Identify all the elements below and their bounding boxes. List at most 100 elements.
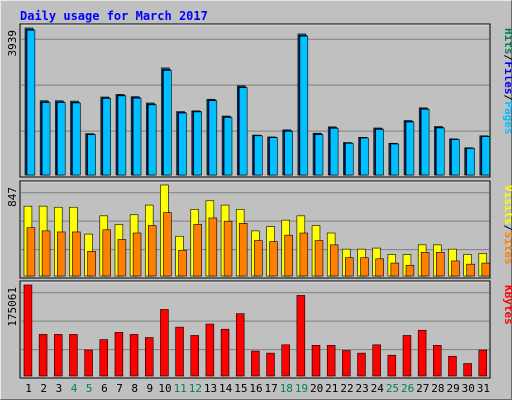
x-tick-label: 31 <box>477 382 490 395</box>
x-tick-label: 22 <box>340 382 353 395</box>
bar-sites <box>163 212 172 277</box>
bar-pages <box>147 104 157 176</box>
bar-kbytes <box>99 339 108 377</box>
bar-sites <box>269 241 278 277</box>
bar-kbytes <box>478 349 488 377</box>
bar-kbytes <box>190 335 199 377</box>
bar-kbytes <box>251 350 260 377</box>
y-max-label: 847 <box>6 187 19 207</box>
bar-kbytes <box>160 309 169 377</box>
bar-sites <box>299 232 309 277</box>
bar-sites <box>238 223 248 277</box>
x-tick-label: 21 <box>325 382 338 395</box>
bar-pages <box>481 136 491 176</box>
bar-sites <box>466 263 475 277</box>
legend-sites: Sites <box>502 232 512 265</box>
bar-kbytes <box>387 354 397 377</box>
x-tick-label: 12 <box>189 382 202 395</box>
y-max-label: 175061 <box>6 287 19 327</box>
bar-kbytes <box>296 295 306 377</box>
bar-kbytes <box>144 337 154 377</box>
x-tick-label: 18 <box>280 382 293 395</box>
bar-sites <box>87 250 96 277</box>
legend-pages: Pages <box>502 101 512 134</box>
x-tick-label: 8 <box>131 382 138 395</box>
bar-sites <box>72 231 81 277</box>
x-tick-label: 24 <box>371 382 385 395</box>
bar-sites <box>481 262 491 277</box>
bar-kbytes <box>175 326 184 377</box>
bar-kbytes <box>266 352 275 377</box>
bar-kbytes <box>205 323 215 377</box>
x-tick-label: 3 <box>56 382 63 395</box>
x-tick-label: 5 <box>86 382 93 395</box>
legend-hits: Hits <box>502 28 512 55</box>
bar-pages <box>466 148 475 176</box>
bar-kbytes <box>357 352 366 377</box>
bar-pages <box>360 137 369 176</box>
legend-separator: / <box>502 54 512 61</box>
bar-kbytes <box>372 344 381 377</box>
bar-kbytes <box>54 334 63 377</box>
bar-sites <box>405 264 415 277</box>
panel-visits-sites: 847 Visits/Sites <box>6 180 512 279</box>
x-tick-label: 30 <box>462 382 475 395</box>
bar-sites <box>360 257 369 277</box>
bar-pages <box>420 109 430 176</box>
bar-sites <box>390 262 400 277</box>
x-tick-label: 7 <box>116 382 123 395</box>
bar-sites <box>41 230 51 277</box>
x-tick-label: 26 <box>401 382 414 395</box>
bar-pages <box>208 100 218 176</box>
bar-pages <box>436 127 445 176</box>
bar-sites <box>420 252 430 277</box>
x-tick-label: 9 <box>147 382 154 395</box>
bar-pages <box>390 143 400 176</box>
bar-kbytes <box>235 313 245 377</box>
bar-sites <box>375 258 384 277</box>
bar-pages <box>329 128 339 176</box>
bar-pages <box>87 134 96 176</box>
bar-pages <box>193 111 202 176</box>
legend-visits: Visits <box>502 185 512 225</box>
bar-sites <box>132 232 142 277</box>
panel-kbytes: 175061 KBytes <box>6 280 512 379</box>
bar-sites <box>223 220 233 277</box>
bar-sites <box>102 229 111 277</box>
legend-separator: / <box>502 225 512 232</box>
chart-title: Daily usage for March 2017 <box>20 9 208 23</box>
x-tick-label: 15 <box>234 382 247 395</box>
bar-sites <box>345 257 354 277</box>
bar-sites <box>178 249 187 277</box>
x-tick-label: 11 <box>174 382 187 395</box>
x-tick-label: 16 <box>249 382 262 395</box>
bar-pages <box>163 70 172 176</box>
x-tick-label: 27 <box>416 382 429 395</box>
legend-separator: / <box>502 94 512 101</box>
bar-sites <box>208 217 218 277</box>
bar-pages <box>132 97 142 176</box>
bar-kbytes <box>38 334 48 377</box>
bar-kbytes <box>311 345 321 377</box>
x-tick-label: 6 <box>101 382 108 395</box>
bar-pages <box>375 129 384 176</box>
bar-kbytes <box>326 345 336 377</box>
bar-kbytes <box>448 355 457 377</box>
x-tick-label: 25 <box>386 382 399 395</box>
legend: Visits/Sites <box>502 185 512 265</box>
bar-pages <box>117 95 127 176</box>
bar-pages <box>102 98 111 176</box>
x-tick-label: 20 <box>310 382 323 395</box>
bar-pages <box>41 102 51 176</box>
bar-kbytes <box>84 349 93 377</box>
x-tick-label: 2 <box>40 382 47 395</box>
legend: Hits/Files/Pages <box>502 28 512 135</box>
legend: KBytes <box>502 285 512 325</box>
legend-kbytes: KBytes <box>502 285 512 325</box>
bar-kbytes <box>342 350 351 377</box>
bar-sites <box>117 239 127 277</box>
bar-kbytes <box>402 335 412 377</box>
bar-kbytes <box>417 329 427 377</box>
